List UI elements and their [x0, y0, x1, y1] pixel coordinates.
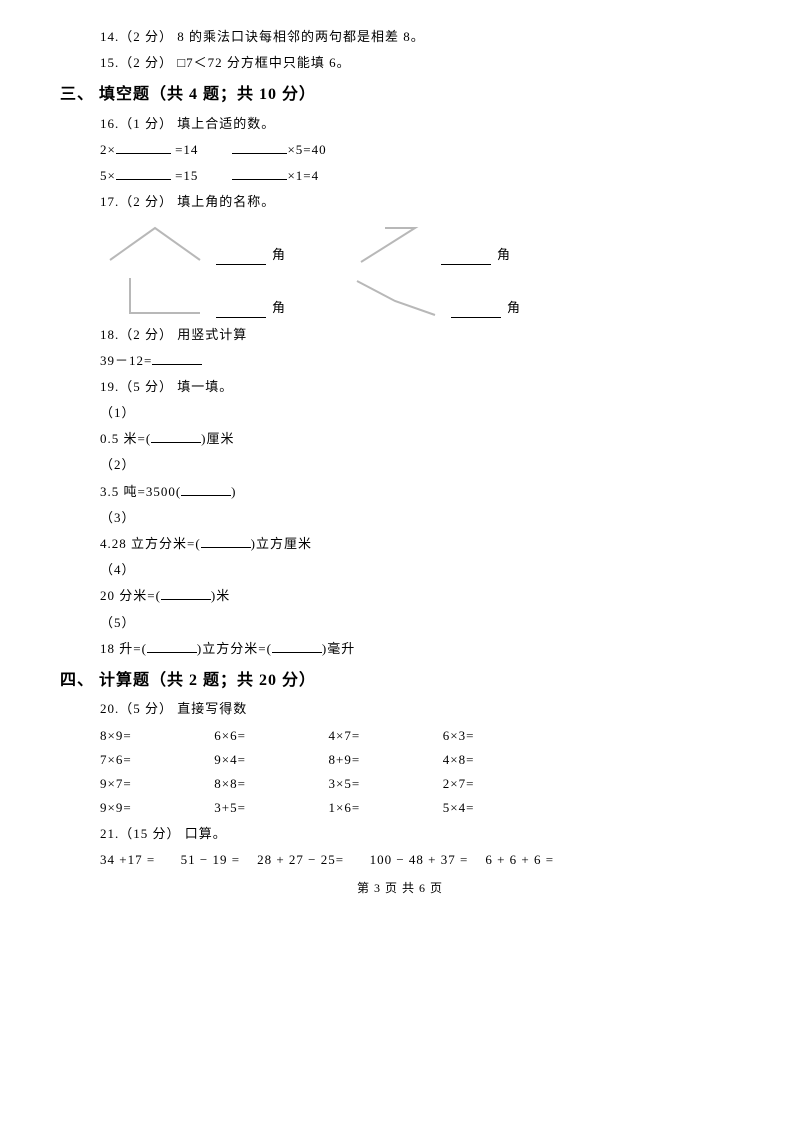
blank[interactable]	[152, 352, 202, 365]
calc-cell: 5×4=	[443, 799, 553, 817]
calc-cell: 3+5=	[214, 799, 324, 817]
q19-1: （1）	[100, 404, 740, 422]
blank[interactable]	[272, 640, 322, 653]
angle-label: 角	[272, 299, 285, 317]
question-14: 14.（2 分） 8 的乘法口诀每相邻的两句都是相差 8。	[100, 28, 740, 46]
q19-2-text: 3.5 吨=3500()	[100, 483, 740, 501]
angle-label: 角	[497, 246, 510, 264]
q20-row2: 7×6= 9×4= 8+9= 4×8=	[100, 751, 740, 769]
question-16: 16.（1 分） 填上合适的数。	[100, 115, 740, 133]
question-20: 20.（5 分） 直接写得数	[100, 700, 740, 718]
section-4-title: 四、 计算题（共 2 题；共 20 分）	[60, 670, 740, 692]
section-3-title: 三、 填空题（共 4 题；共 10 分）	[60, 84, 740, 106]
calc-cell: 8×8=	[214, 775, 324, 793]
calc-cell: 8×9=	[100, 727, 210, 745]
q19-2: （2）	[100, 456, 740, 474]
blank[interactable]	[201, 535, 251, 548]
blank[interactable]	[147, 640, 197, 653]
calc-cell: 9×9=	[100, 799, 210, 817]
question-17: 17.（2 分） 填上角的名称。	[100, 193, 740, 211]
q19-3-post: )立方厘米	[251, 536, 312, 551]
angle-shape-icon	[345, 220, 435, 265]
angle-right: 角	[100, 273, 285, 318]
q19-4: （4）	[100, 561, 740, 579]
calc-cell: 9×7=	[100, 775, 210, 793]
q16a-pre: 2×	[100, 142, 116, 157]
calc-cell: 7×6=	[100, 751, 210, 769]
q19-3-text: 4.28 立方分米=( )立方厘米	[100, 535, 740, 553]
angle-shape-icon	[100, 220, 210, 265]
angle-row-1: 角 角	[100, 220, 740, 265]
q19-1-text: 0.5 米=( )厘米	[100, 430, 740, 448]
calc-cell: 6×3=	[443, 727, 553, 745]
angle-label: 角	[507, 299, 520, 317]
angle-shape-icon	[345, 273, 445, 318]
blank[interactable]	[441, 252, 491, 265]
q16-row2: 5× =15 ×1=4	[100, 167, 740, 185]
q16d-post: ×1=4	[287, 168, 319, 183]
blank[interactable]	[216, 305, 266, 318]
calc-cell: 3×5=	[329, 775, 439, 793]
question-19: 19.（5 分） 填一填。	[100, 378, 740, 396]
angle-row-2: 角 角	[100, 273, 740, 318]
q19-3: （3）	[100, 509, 740, 527]
blank[interactable]	[451, 305, 501, 318]
question-15: 15.（2 分） □7＜72 分方框中只能填 6。	[100, 54, 740, 72]
page-footer: 第 3 页 共 6 页	[60, 880, 740, 897]
calc-cell: 6×6=	[214, 727, 324, 745]
q16a-post: =14	[171, 142, 199, 157]
q16c-pre: 5×	[100, 168, 116, 183]
q20-row3: 9×7= 8×8= 3×5= 2×7=	[100, 775, 740, 793]
q19-5-mid: )立方分米=(	[197, 641, 272, 656]
q19-2-pre: 3.5 吨=3500(	[100, 484, 181, 499]
q19-1-pre: 0.5 米=(	[100, 431, 151, 446]
blank[interactable]	[116, 141, 171, 154]
q19-1-post: )厘米	[201, 431, 234, 446]
calc-cell: 8+9=	[329, 751, 439, 769]
q16c-post: =15	[171, 168, 199, 183]
question-18: 18.（2 分） 用竖式计算	[100, 326, 740, 344]
q20-row4: 9×9= 3+5= 1×6= 5×4=	[100, 799, 740, 817]
blank[interactable]	[232, 141, 287, 154]
q16b-post: ×5=40	[287, 142, 326, 157]
q19-5-pre: 18 升=(	[100, 641, 147, 656]
q19-2-post: )	[231, 484, 236, 499]
q19-5: （5）	[100, 614, 740, 632]
angle-obtuse-2: 角	[345, 273, 520, 318]
q21-line: 34 +17 = 51 − 19 = 28 + 27 − 25= 100 − 4…	[100, 851, 740, 869]
calc-cell: 4×8=	[443, 751, 553, 769]
calc-cell: 9×4=	[214, 751, 324, 769]
blank[interactable]	[232, 167, 287, 180]
blank[interactable]	[151, 430, 201, 443]
q20-row1: 8×9= 6×6= 4×7= 6×3=	[100, 727, 740, 745]
q19-5-post: )毫升	[322, 641, 355, 656]
q16-row1: 2× =14 ×5=40	[100, 141, 740, 159]
blank[interactable]	[161, 587, 211, 600]
calc-cell: 4×7=	[329, 727, 439, 745]
q19-3-pre: 4.28 立方分米=(	[100, 536, 201, 551]
q18-expr: 39－12=	[100, 352, 740, 370]
blank[interactable]	[116, 167, 171, 180]
blank[interactable]	[216, 252, 266, 265]
q19-5-text: 18 升=( )立方分米=( )毫升	[100, 640, 740, 658]
q19-4-text: 20 分米=( )米	[100, 587, 740, 605]
calc-cell: 2×7=	[443, 775, 553, 793]
q19-4-pre: 20 分米=(	[100, 588, 161, 603]
blank[interactable]	[181, 483, 231, 496]
angle-shape-icon	[100, 273, 210, 318]
angle-acute-1: 角	[345, 220, 510, 265]
calc-cell: 1×6=	[329, 799, 439, 817]
q18-expr-text: 39－12=	[100, 353, 152, 368]
angle-obtuse-1: 角	[100, 220, 285, 265]
question-21: 21.（15 分） 口算。	[100, 825, 740, 843]
q19-4-post: )米	[211, 588, 230, 603]
angle-label: 角	[272, 246, 285, 264]
